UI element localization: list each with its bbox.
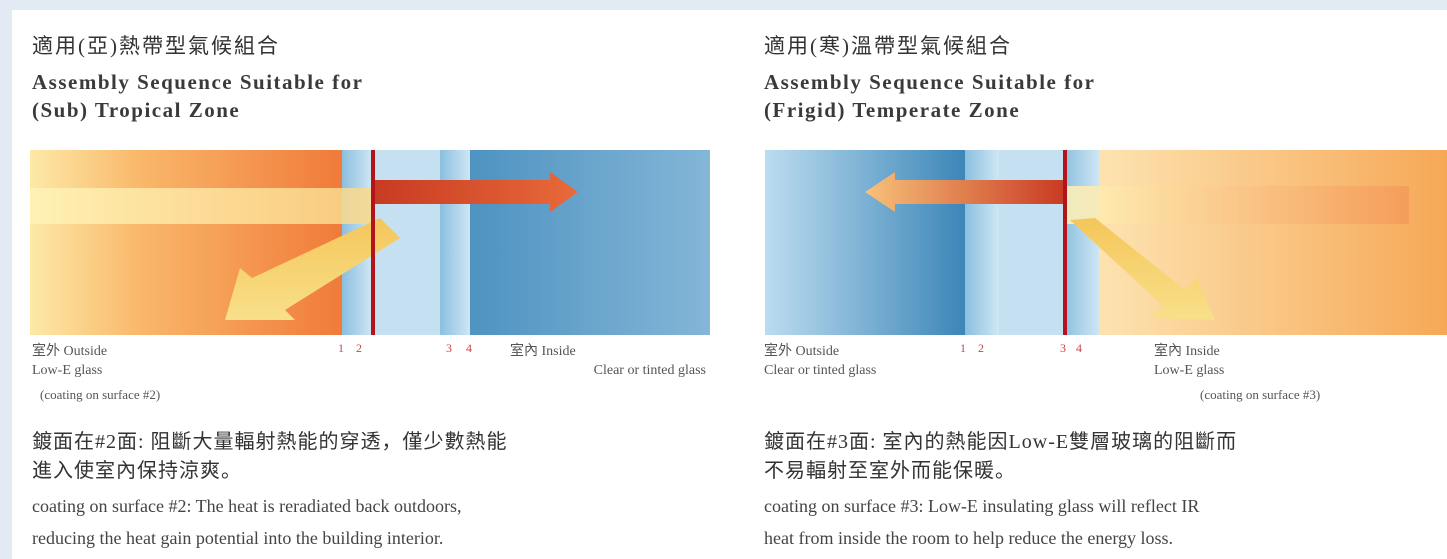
diagram: [765, 150, 1447, 335]
surface-number: 2: [356, 341, 362, 355]
desc-zh: 鍍面在#2面: 阻斷大量輻射熱能的穿透，僅少數熱能: [32, 431, 508, 453]
desc-zh: 不易輻射至室外而能保暖。: [764, 460, 1016, 482]
desc-zh: 鍍面在#3面: 室內的熱能因Low-E雙層玻璃的阻斷而: [764, 431, 1238, 453]
surface-number: 4: [466, 341, 472, 355]
inside-label: 室內 Inside: [1154, 344, 1220, 359]
surface-number: 3: [446, 341, 452, 355]
desc-zh: 進入使室內保持涼爽。: [32, 460, 242, 482]
title-en: Assembly Sequence Suitable for: [764, 70, 1096, 94]
desc-en: coating on surface #3: Low-E insulating …: [764, 496, 1200, 516]
outside-label: Low-E glass: [32, 363, 103, 378]
title-en: (Sub) Tropical Zone: [32, 98, 241, 122]
outside-label: (coating on surface #2): [40, 387, 161, 402]
title-en: Assembly Sequence Suitable for: [32, 70, 364, 94]
surface-number: 4: [1076, 341, 1082, 355]
outside-label: 室外 Outside: [764, 344, 840, 359]
surface-number: 1: [338, 341, 344, 355]
title-zh: 適用(寒)溫帶型氣候組合: [764, 34, 1012, 58]
outside-label: 室外 Outside: [32, 344, 108, 359]
outside-label: Clear or tinted glass: [764, 363, 877, 378]
surface-number: 2: [978, 341, 984, 355]
desc-en: reducing the heat gain potential into th…: [32, 528, 444, 548]
inside-label: 室內 Inside: [510, 344, 576, 359]
surface-number: 3: [1060, 341, 1066, 355]
surface-number: 1: [960, 341, 966, 355]
desc-en: heat from inside the room to help reduce…: [764, 528, 1174, 548]
diagram: [30, 150, 710, 335]
inside-label: (coating on surface #3): [1200, 387, 1321, 402]
title-zh: 適用(亞)熱帶型氣候組合: [32, 34, 280, 58]
sheet: 適用(亞)熱帶型氣候組合 Assembly Sequence Suitable …: [12, 10, 1447, 559]
inside-label: Clear or tinted glass: [593, 363, 706, 378]
inside-label: Low-E glass: [1154, 363, 1225, 378]
desc-en: coating on surface #2: The heat is rerad…: [32, 496, 462, 516]
title-en: (Frigid) Temperate Zone: [764, 98, 1021, 122]
